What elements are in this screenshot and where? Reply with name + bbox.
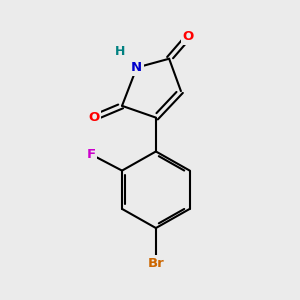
Text: O: O xyxy=(88,111,100,124)
Text: N: N xyxy=(131,61,142,74)
Text: Br: Br xyxy=(148,257,164,270)
Text: H: H xyxy=(116,45,126,58)
Text: F: F xyxy=(86,148,96,161)
Text: O: O xyxy=(183,30,194,43)
